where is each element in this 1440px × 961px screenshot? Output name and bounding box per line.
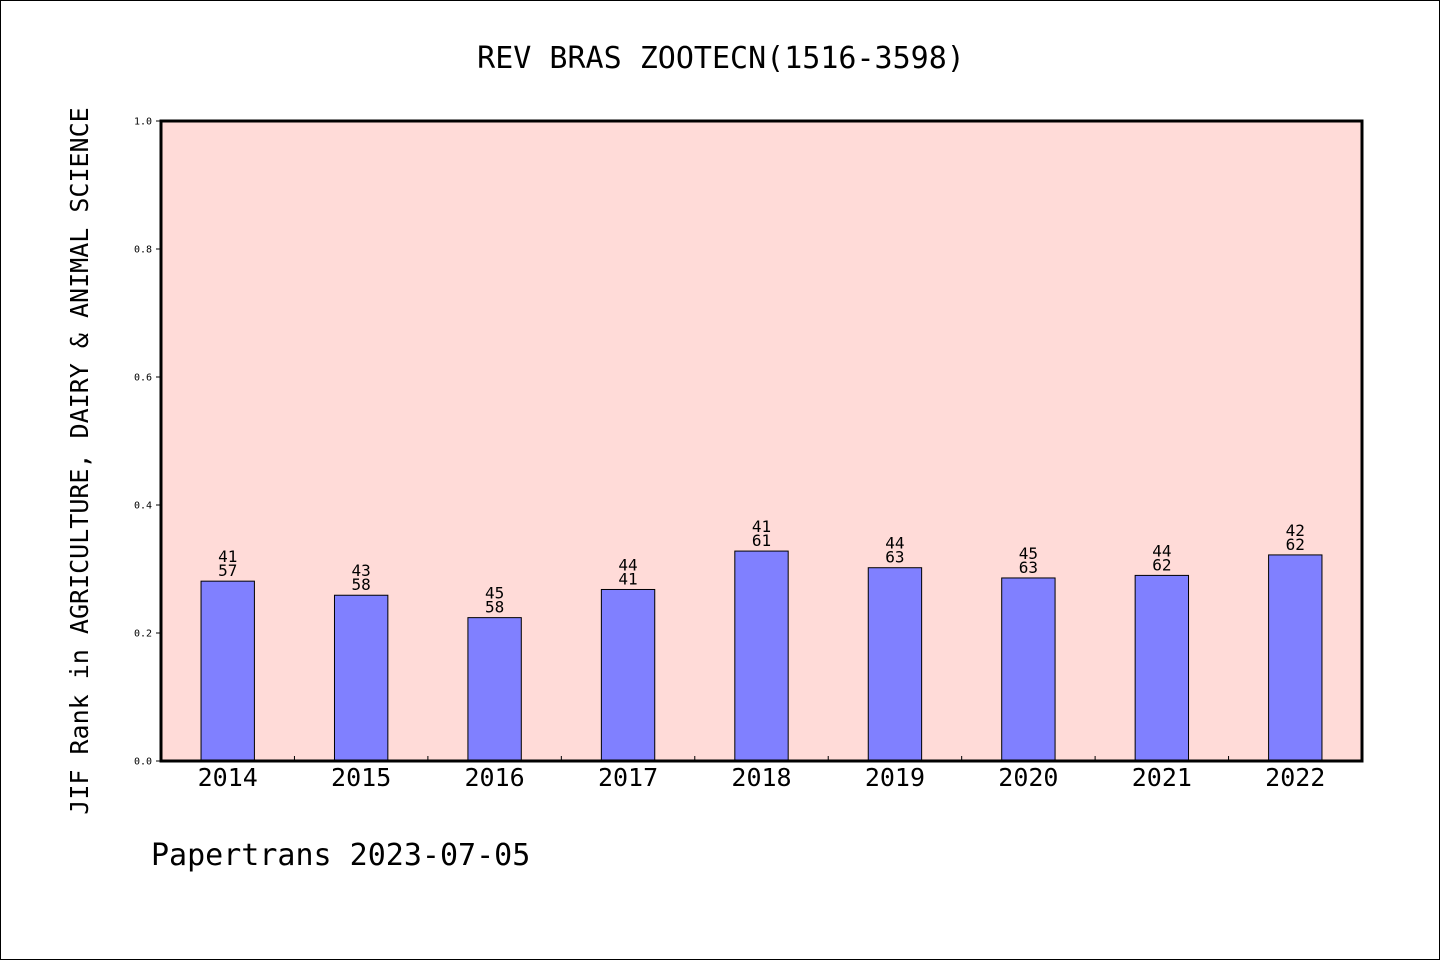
bar-2015 <box>333 594 389 762</box>
bar-2020 <box>1001 577 1056 762</box>
x-tick-label: 2016 <box>465 763 525 792</box>
bar-2022 <box>1268 554 1323 762</box>
plot-border <box>159 119 1364 763</box>
y-tick-label: 0.4 <box>134 501 152 512</box>
bar-label-bottom: 62 <box>1286 535 1305 554</box>
x-tick-label: 2022 <box>1265 763 1325 792</box>
bar-label-bottom: 62 <box>1152 555 1171 574</box>
y-tick-label: 0.8 <box>134 245 152 256</box>
y-tick-label: 0.6 <box>134 373 152 384</box>
bar-2014 <box>200 580 255 762</box>
x-tick-label: 2018 <box>731 763 791 792</box>
y-tick-label: 1.0 <box>134 117 152 128</box>
x-tick-label: 2015 <box>331 763 391 792</box>
bar-label-top: 41 <box>218 547 237 566</box>
x-tick-label: 2021 <box>1132 763 1192 792</box>
bar-2016 <box>467 617 522 762</box>
bar-label-bottom: 57 <box>218 561 237 580</box>
x-tick-label: 2019 <box>865 763 925 792</box>
bar-2019 <box>867 567 923 762</box>
x-tick-label: 2020 <box>998 763 1058 792</box>
bars-group <box>200 550 1323 762</box>
y-axis-ticks: 0.0 0.2 0.4 0.6 0.8 1.0 <box>134 117 161 768</box>
bar-label-top: 42 <box>1286 521 1305 540</box>
footer-text: Papertrans 2023-07-05 <box>151 838 530 873</box>
x-tick-labels-group: 2014 2015 2016 2017 2018 2019 2020 2021 2022 <box>198 763 1326 792</box>
y-axis-label: JIF Rank in AGRICULTURE, DAIRY & ANIMAL … <box>65 107 94 814</box>
bar-label-bottom: 63 <box>1019 558 1038 577</box>
bar-label-top: 44 <box>1152 541 1171 560</box>
x-tick-label: 2017 <box>598 763 658 792</box>
bar-label-bottom: 41 <box>618 569 637 588</box>
bar-label-top: 44 <box>618 555 637 574</box>
bar-label-top: 45 <box>485 584 504 603</box>
chart-title: REV BRAS ZOOTECN(1516-3598) <box>477 41 965 76</box>
bar-label-top: 43 <box>352 561 371 580</box>
bar-2017 <box>600 588 656 762</box>
bar-label-bottom: 58 <box>352 575 371 594</box>
bar-label-bottom: 61 <box>752 531 771 550</box>
bar-2021 <box>1134 574 1190 762</box>
x-tick-label: 2014 <box>198 763 258 792</box>
bar-label-bottom: 58 <box>485 598 504 617</box>
bar-2018 <box>734 550 789 762</box>
bar-label-top: 45 <box>1019 544 1038 563</box>
bar-label-bottom: 63 <box>885 548 904 567</box>
y-tick-label: 0.2 <box>134 629 152 640</box>
bar-label-top: 41 <box>752 517 771 536</box>
bar-label-top: 44 <box>885 534 904 553</box>
y-tick-label: 0.0 <box>134 757 152 768</box>
